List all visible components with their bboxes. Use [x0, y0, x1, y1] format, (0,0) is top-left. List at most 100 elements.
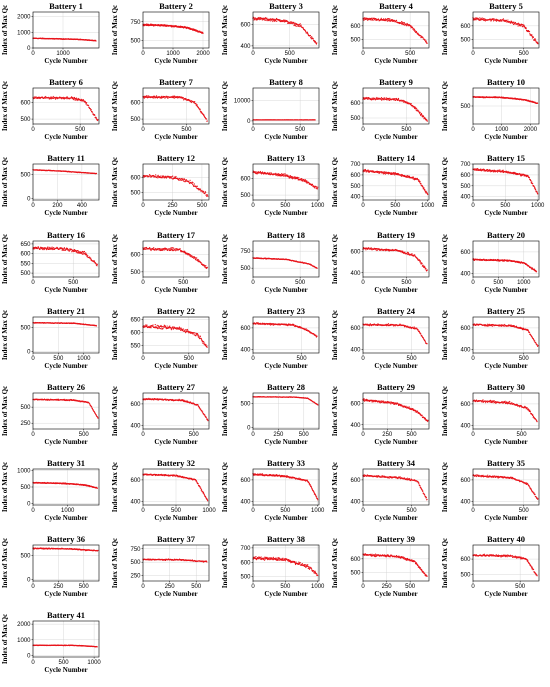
- y-tick-label: 500: [350, 38, 361, 44]
- data-point: [175, 175, 177, 178]
- x-axis-label: Cycle Number: [264, 57, 307, 65]
- data-point: [537, 42, 539, 44]
- data-point: [534, 39, 536, 42]
- data-point: [71, 96, 73, 99]
- data-point: [493, 18, 495, 20]
- data-point: [415, 30, 418, 33]
- data-point: [417, 32, 419, 34]
- data-point: [535, 270, 538, 273]
- data-point: [412, 27, 414, 29]
- data-point: [206, 266, 208, 268]
- data-point: [195, 103, 197, 105]
- y-tick-label: 600: [460, 250, 471, 256]
- data-point: [93, 260, 96, 262]
- data-point: [184, 250, 186, 252]
- data-point: [295, 24, 297, 26]
- panel-title: Battery 9: [379, 77, 413, 87]
- data-point: [483, 17, 485, 20]
- y-tick-label: 600: [130, 176, 141, 182]
- data-point: [496, 171, 499, 173]
- y-tick-label: 600: [20, 101, 31, 107]
- data-point: [86, 102, 88, 104]
- data-point: [419, 260, 422, 262]
- data-point: [183, 180, 185, 182]
- y-axis-label: Index of Max Qc: [331, 234, 339, 284]
- data-point: [293, 24, 295, 27]
- data-point: [365, 249, 367, 251]
- data-point: [522, 26, 524, 28]
- data-point: [203, 114, 205, 116]
- data-point: [316, 42, 318, 44]
- data-point: [302, 27, 304, 30]
- series-points: [142, 23, 204, 35]
- data-point: [62, 96, 64, 98]
- data-point: [517, 22, 519, 24]
- data-point: [297, 176, 299, 178]
- data-point: [164, 97, 166, 99]
- data-point: [383, 18, 385, 21]
- y-axis-label: Index of Max Qc: [441, 234, 449, 284]
- y-tick-label: 500: [460, 104, 471, 110]
- y-axis-label: Index of Max Qc: [111, 5, 119, 55]
- x-tick-label: 500: [285, 51, 296, 57]
- data-point: [158, 249, 160, 251]
- y-tick-label: 600: [240, 23, 251, 29]
- data-point: [293, 21, 295, 23]
- data-point: [504, 20, 506, 23]
- data-point: [153, 95, 155, 97]
- data-point: [380, 96, 383, 99]
- data-point: [298, 24, 301, 26]
- y-axis-label: Index of Max Qc: [221, 157, 229, 207]
- series-points: [472, 257, 538, 273]
- data-point: [394, 174, 396, 176]
- y-tick-label: 600: [350, 24, 361, 30]
- data-point: [90, 108, 92, 111]
- data-point: [375, 249, 377, 251]
- y-axis-label: Index of Max Qc: [441, 157, 449, 207]
- data-point: [90, 257, 92, 259]
- data-point: [35, 96, 37, 98]
- data-point: [412, 104, 414, 107]
- x-axis-label: Cycle Number: [44, 209, 87, 217]
- data-point: [153, 247, 155, 249]
- data-point: [314, 187, 316, 189]
- data-point: [385, 20, 387, 22]
- data-point: [253, 17, 255, 19]
- panel-title: Battery 15: [487, 153, 525, 163]
- data-point: [400, 175, 403, 177]
- data-point: [260, 173, 263, 175]
- data-point: [387, 18, 390, 20]
- data-point: [536, 191, 538, 193]
- data-point: [258, 16, 260, 19]
- data-point: [143, 95, 145, 98]
- data-point: [386, 20, 389, 22]
- series-points: [362, 96, 428, 122]
- data-point: [406, 25, 408, 27]
- x-axis-label: Cycle Number: [154, 57, 197, 65]
- data-point: [152, 97, 154, 99]
- series-points: [472, 95, 539, 104]
- y-axis-label: Index of Max Qc: [331, 5, 339, 55]
- data-point: [148, 175, 150, 178]
- data-point: [388, 20, 390, 22]
- data-point: [172, 247, 174, 249]
- x-tick-label: 0: [31, 51, 35, 57]
- data-point: [260, 17, 262, 19]
- data-point: [157, 177, 159, 179]
- data-point: [192, 183, 194, 185]
- data-point: [253, 19, 255, 21]
- data-point: [364, 17, 366, 19]
- data-point: [181, 96, 183, 98]
- data-point: [419, 180, 421, 183]
- x-tick-label: 0: [141, 51, 145, 57]
- data-point: [193, 183, 196, 185]
- data-point: [269, 20, 271, 22]
- data-point: [146, 95, 148, 97]
- y-axis-label: Index of Max Qc: [441, 81, 449, 131]
- plot-frame: [32, 87, 100, 125]
- data-point: [411, 253, 413, 255]
- y-tick-label: 600: [350, 173, 361, 179]
- series-points: [362, 247, 428, 272]
- data-point: [155, 174, 157, 176]
